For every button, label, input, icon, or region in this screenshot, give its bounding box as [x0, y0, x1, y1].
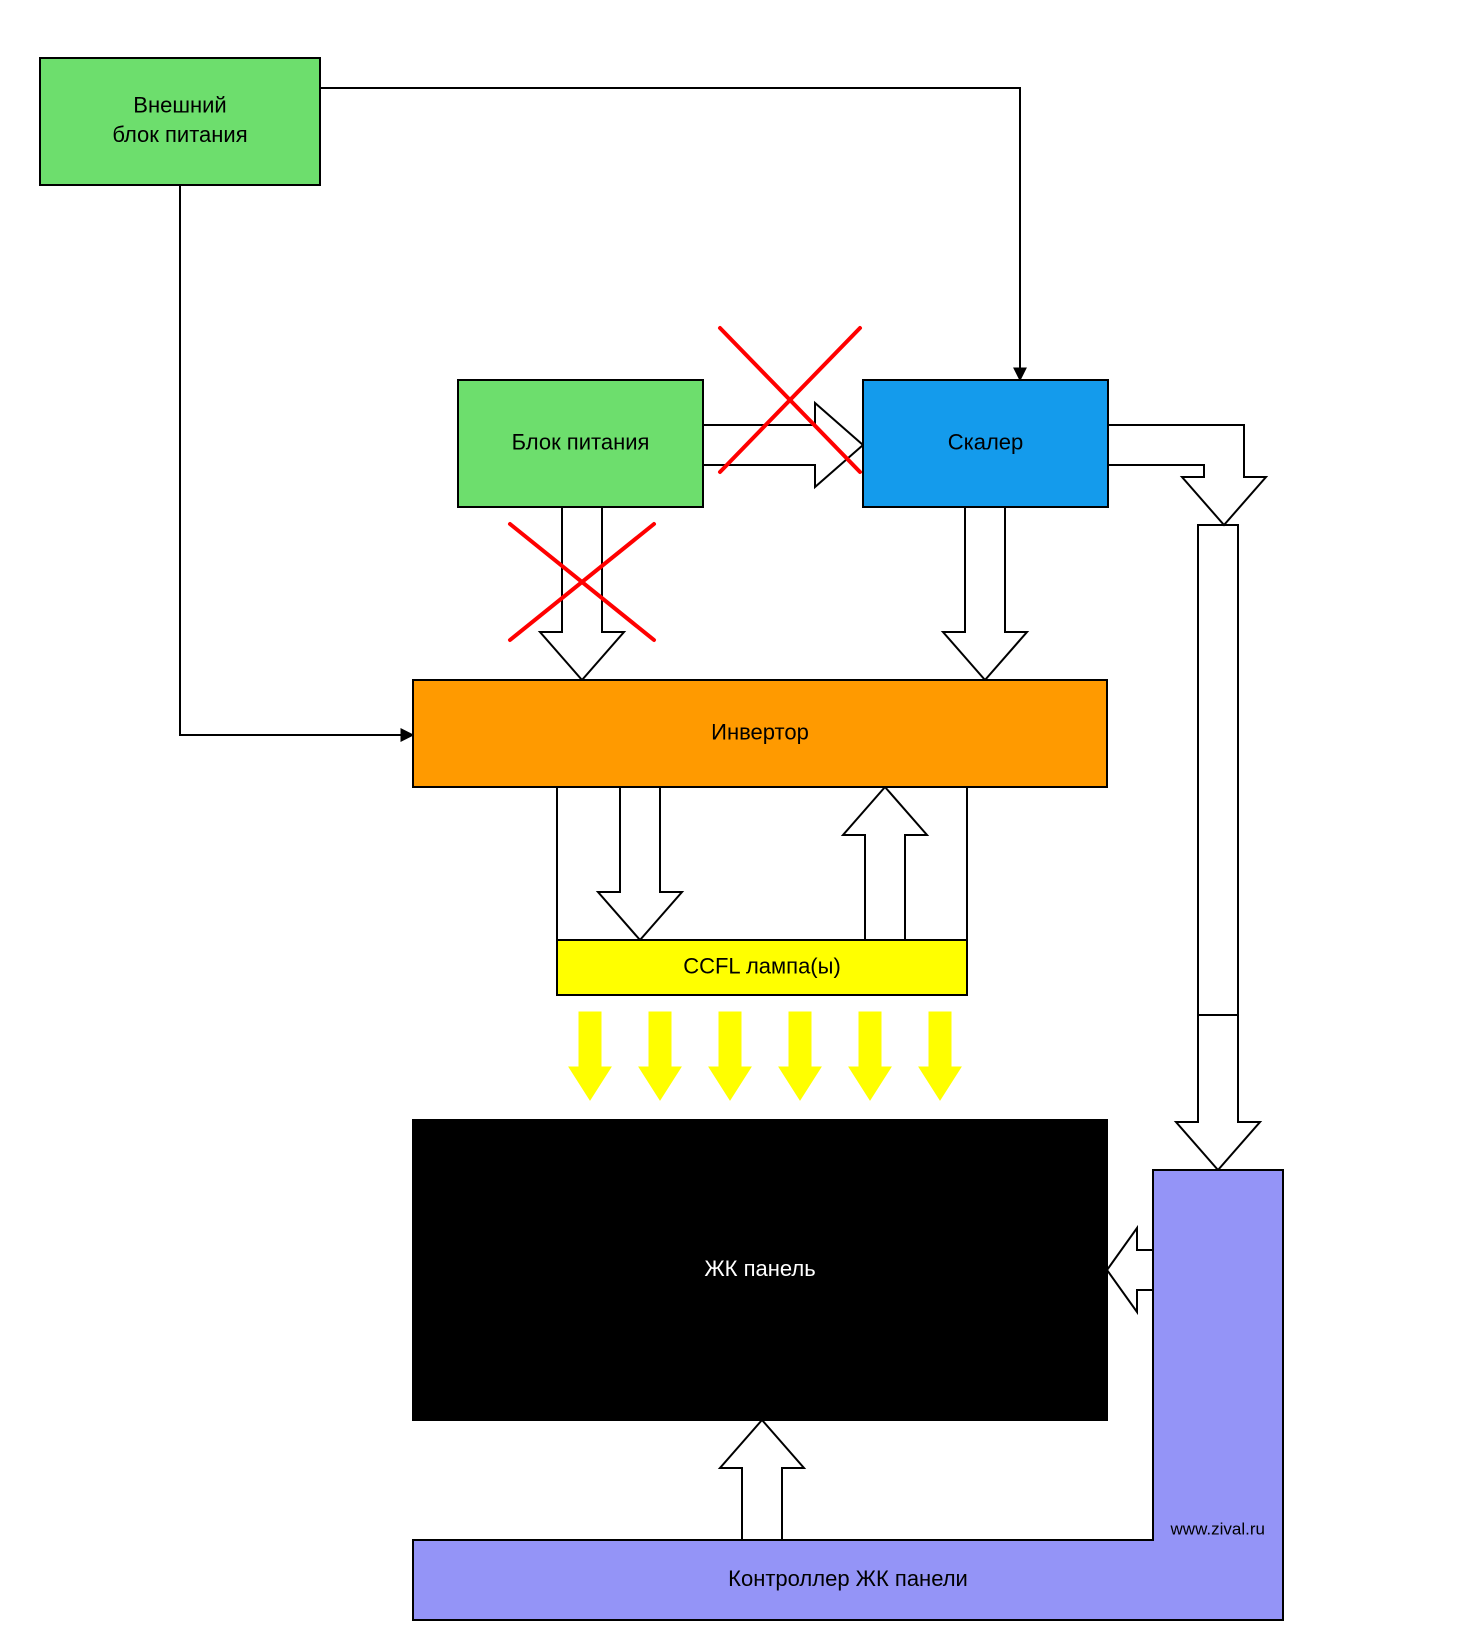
controller-seam-cover	[1154, 1538, 1282, 1544]
bus-vertical	[1198, 525, 1238, 1015]
credit-text: www.zival.ru	[1170, 1519, 1265, 1538]
inverter-box-label: Инвертор	[711, 719, 809, 744]
psu-box-label: Блок питания	[512, 429, 650, 454]
controller-label: Контроллер ЖК панели	[728, 1566, 968, 1591]
ccfl-box-label: CCFL лампа(ы)	[683, 953, 841, 978]
lcd-panel-box-label: ЖК панель	[704, 1256, 815, 1281]
scaler-box-label: Скалер	[948, 429, 1024, 454]
external-psu-box-label: Внешний	[133, 92, 226, 117]
external-psu-box-label: блок питания	[112, 122, 247, 147]
